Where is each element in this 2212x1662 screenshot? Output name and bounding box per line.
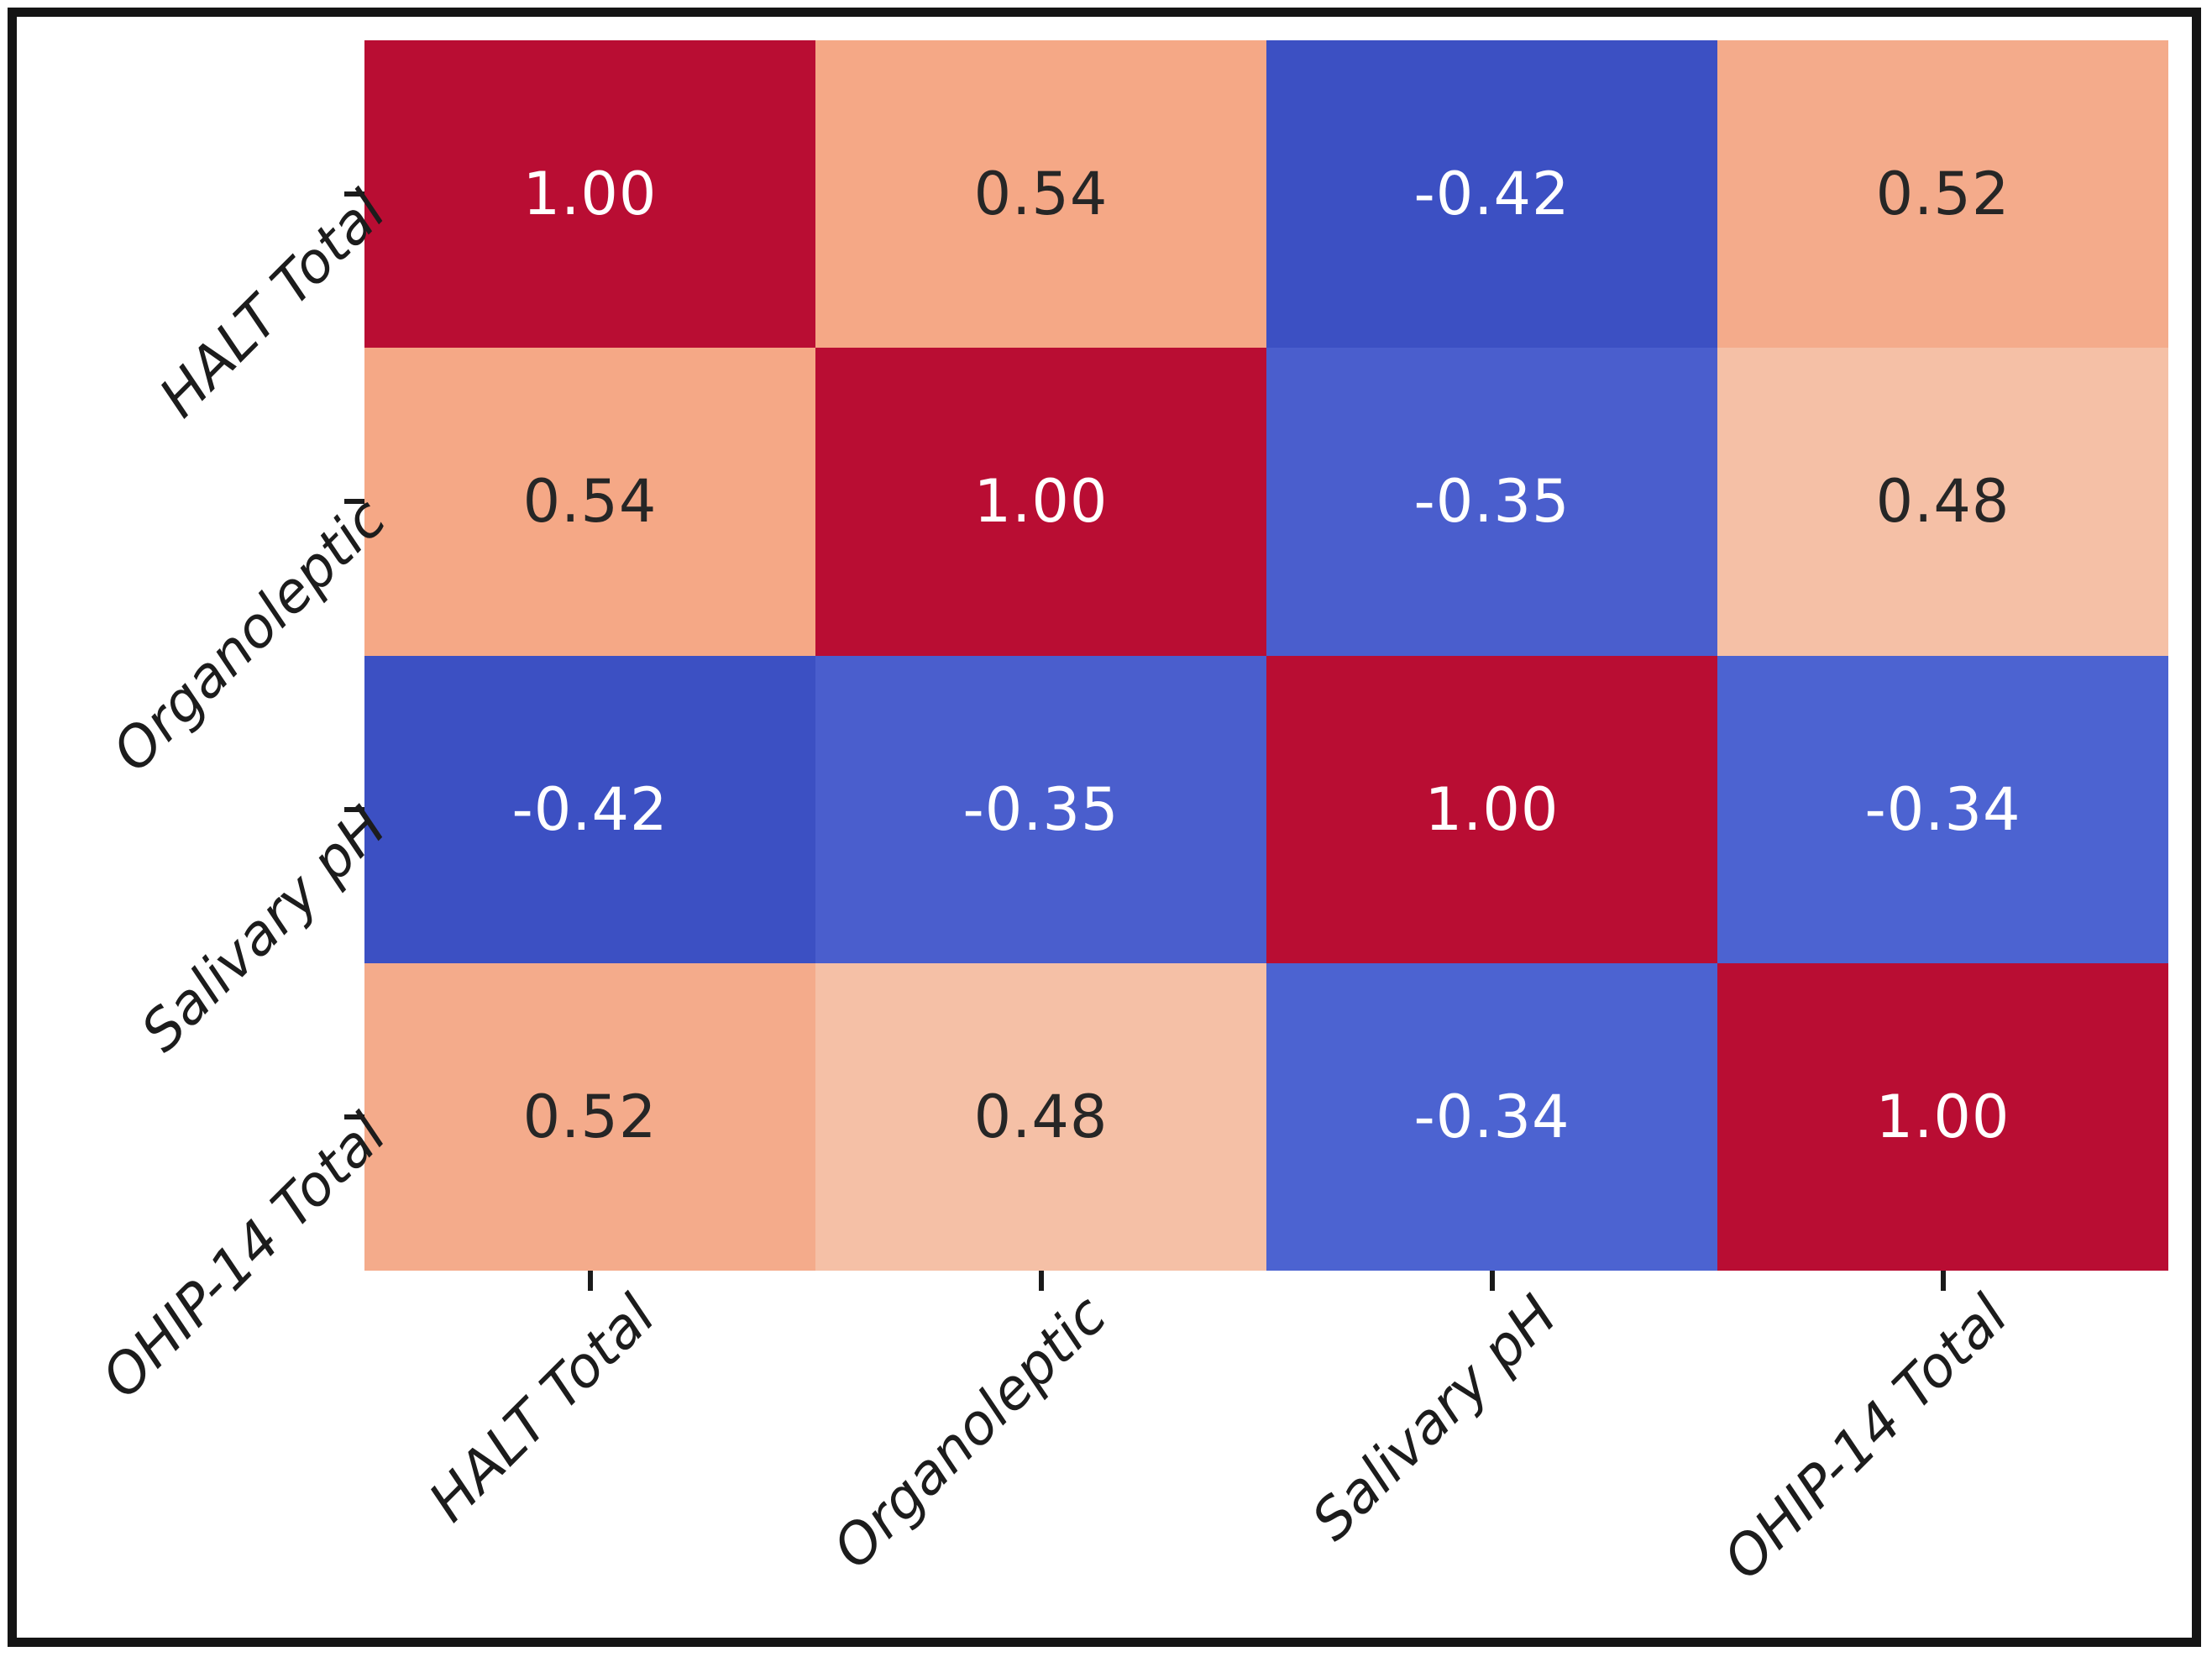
heatmap-cell: -0.35 <box>815 656 1266 963</box>
cell-value: -0.35 <box>962 780 1119 839</box>
cell-value: 0.52 <box>523 1088 658 1146</box>
cell-value: 0.52 <box>1876 165 2010 223</box>
x-tick-mark <box>1490 1271 1495 1291</box>
heatmap-cell: 0.48 <box>815 963 1266 1271</box>
cell-value: 0.54 <box>523 472 658 531</box>
x-tick-mark <box>1941 1271 1946 1291</box>
cell-value: 0.54 <box>974 165 1109 223</box>
cell-value: -0.34 <box>1864 780 2021 839</box>
heatmap-cell: -0.42 <box>364 656 815 963</box>
heatmap-cell: 0.54 <box>815 40 1266 348</box>
cell-value: -0.42 <box>511 780 668 839</box>
cell-value: -0.42 <box>1413 165 1570 223</box>
cell-value: -0.35 <box>1413 472 1570 531</box>
figure: 1.00 0.54 -0.42 0.52 0.54 1.00 -0.35 0.48 -0.42 -… <box>0 0 2212 1662</box>
correlation-heatmap: 1.00 0.54 -0.42 0.52 0.54 1.00 -0.35 0.48 -0.42 -… <box>364 40 2168 1271</box>
cell-value: 1.00 <box>974 472 1109 531</box>
cell-value: 0.48 <box>974 1088 1109 1146</box>
heatmap-cell: 0.48 <box>1717 348 2168 655</box>
x-tick-mark <box>588 1271 593 1291</box>
heatmap-cell: 1.00 <box>364 40 815 348</box>
x-tick-mark <box>1039 1271 1044 1291</box>
heatmap-cell: -0.42 <box>1266 40 1717 348</box>
cell-value: -0.34 <box>1413 1088 1570 1146</box>
heatmap-cell: 0.52 <box>1717 40 2168 348</box>
heatmap-cell: 0.52 <box>364 963 815 1271</box>
cell-value: 1.00 <box>1876 1088 2010 1146</box>
cell-value: 1.00 <box>1425 780 1559 839</box>
heatmap-cell: -0.34 <box>1266 963 1717 1271</box>
heatmap-cell: 1.00 <box>1717 963 2168 1271</box>
heatmap-cell: -0.35 <box>1266 348 1717 655</box>
heatmap-cell: -0.34 <box>1717 656 2168 963</box>
heatmap-cell: 1.00 <box>815 348 1266 655</box>
heatmap-cell: 1.00 <box>1266 656 1717 963</box>
cell-value: 1.00 <box>523 165 658 223</box>
heatmap-cell: 0.54 <box>364 348 815 655</box>
cell-value: 0.48 <box>1876 472 2010 531</box>
